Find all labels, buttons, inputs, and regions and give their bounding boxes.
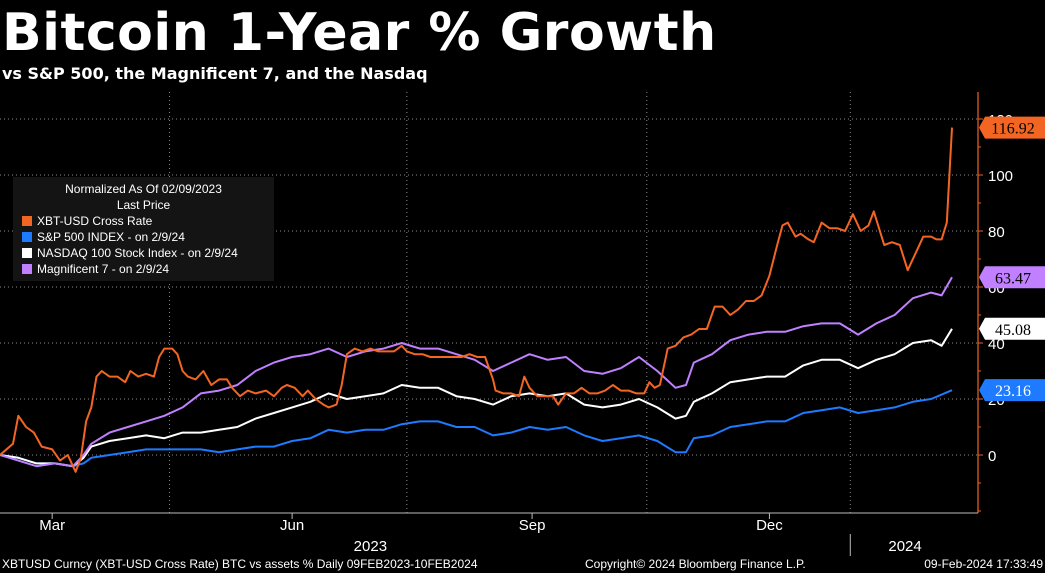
legend-heading-normalized: Normalized As Of 02/09/2023 [65, 182, 222, 196]
y-tick-label: 0 [988, 448, 996, 465]
legend-label-xbt-usd: XBT-USD Cross Rate [37, 214, 153, 228]
series-line-xbt-usd-cross-rate [0, 127, 953, 473]
last-value-label-nasdaq-100-stock-index: 45.08 [995, 322, 1031, 339]
x-tick-label: Sep [519, 517, 546, 534]
last-value-tag-s-p-500-index [979, 379, 1045, 402]
legend-swatch-nasdaq-100 [22, 248, 32, 258]
last-value-tag-xbt-usd-cross-rate [979, 116, 1045, 139]
legend-item-sp500: S&P 500 INDEX - on 2/9/24 [13, 229, 274, 245]
legend-label-nasdaq-100: NASDAQ 100 Stock Index - on 2/9/24 [37, 246, 238, 260]
grid-layer [0, 92, 978, 513]
y-tick-label: 40 [988, 336, 1005, 353]
last-value-label-s-p-500-index: 23.16 [995, 383, 1031, 400]
legend-swatch-xbt-usd [22, 216, 32, 226]
legend-label-magnificent-7: Magnificent 7 - on 2/9/24 [37, 262, 170, 276]
legend-swatch-sp500 [22, 232, 32, 242]
legend-heading-last-price: Last Price [116, 198, 171, 212]
x-tick-label: Mar [39, 517, 65, 534]
y-tick-label: 80 [988, 224, 1005, 241]
x-year-label: 2023 [354, 538, 387, 555]
last-value-tag-magnificent-7 [979, 266, 1045, 289]
x-tick-label: Dec [756, 517, 783, 534]
chart-legend: Normalized As Of 02/09/2023 Last Price X… [13, 177, 274, 281]
series-layer [0, 127, 953, 473]
page-title: Bitcoin 1-Year % Growth [2, 3, 717, 63]
legend-item-xbt-usd: XBT-USD Cross Rate [13, 213, 274, 229]
footer-ticker-info: XBTUSD Curncy (XBT-USD Cross Rate) BTC v… [2, 557, 478, 571]
last-value-label-magnificent-7: 63.47 [995, 270, 1031, 287]
last-value-tag-nasdaq-100-stock-index [979, 317, 1045, 340]
footer-copyright: Copyright© 2024 Bloomberg Finance L.P. [585, 557, 806, 571]
y-tick-label: 100 [988, 168, 1013, 185]
axis-layer: 020406080100120MarJunSepDec20232024 [0, 92, 1013, 556]
series-line-nasdaq-100-stock-index [0, 328, 953, 468]
series-line-s-p-500-index [0, 389, 953, 468]
page-subtitle: vs S&P 500, the Magnificent 7, and the N… [2, 64, 428, 83]
last-value-label-xbt-usd-cross-rate: 116.92 [991, 121, 1034, 138]
x-tick-label: Jun [280, 517, 304, 534]
legend-item-nasdaq-100: NASDAQ 100 Stock Index - on 2/9/24 [13, 245, 274, 261]
legend-item-magnificent-7: Magnificent 7 - on 2/9/24 [13, 261, 274, 277]
legend-swatch-magnificent-7 [22, 264, 32, 274]
legend-label-sp500: S&P 500 INDEX - on 2/9/24 [37, 230, 185, 244]
label-layer: 116.92 23.16 45.08 63.47 [979, 116, 1045, 402]
series-line-magnificent-7 [0, 276, 953, 468]
footer-timestamp: 09-Feb-2024 17:33:49 [924, 557, 1043, 571]
x-year-label: 2024 [888, 538, 921, 555]
